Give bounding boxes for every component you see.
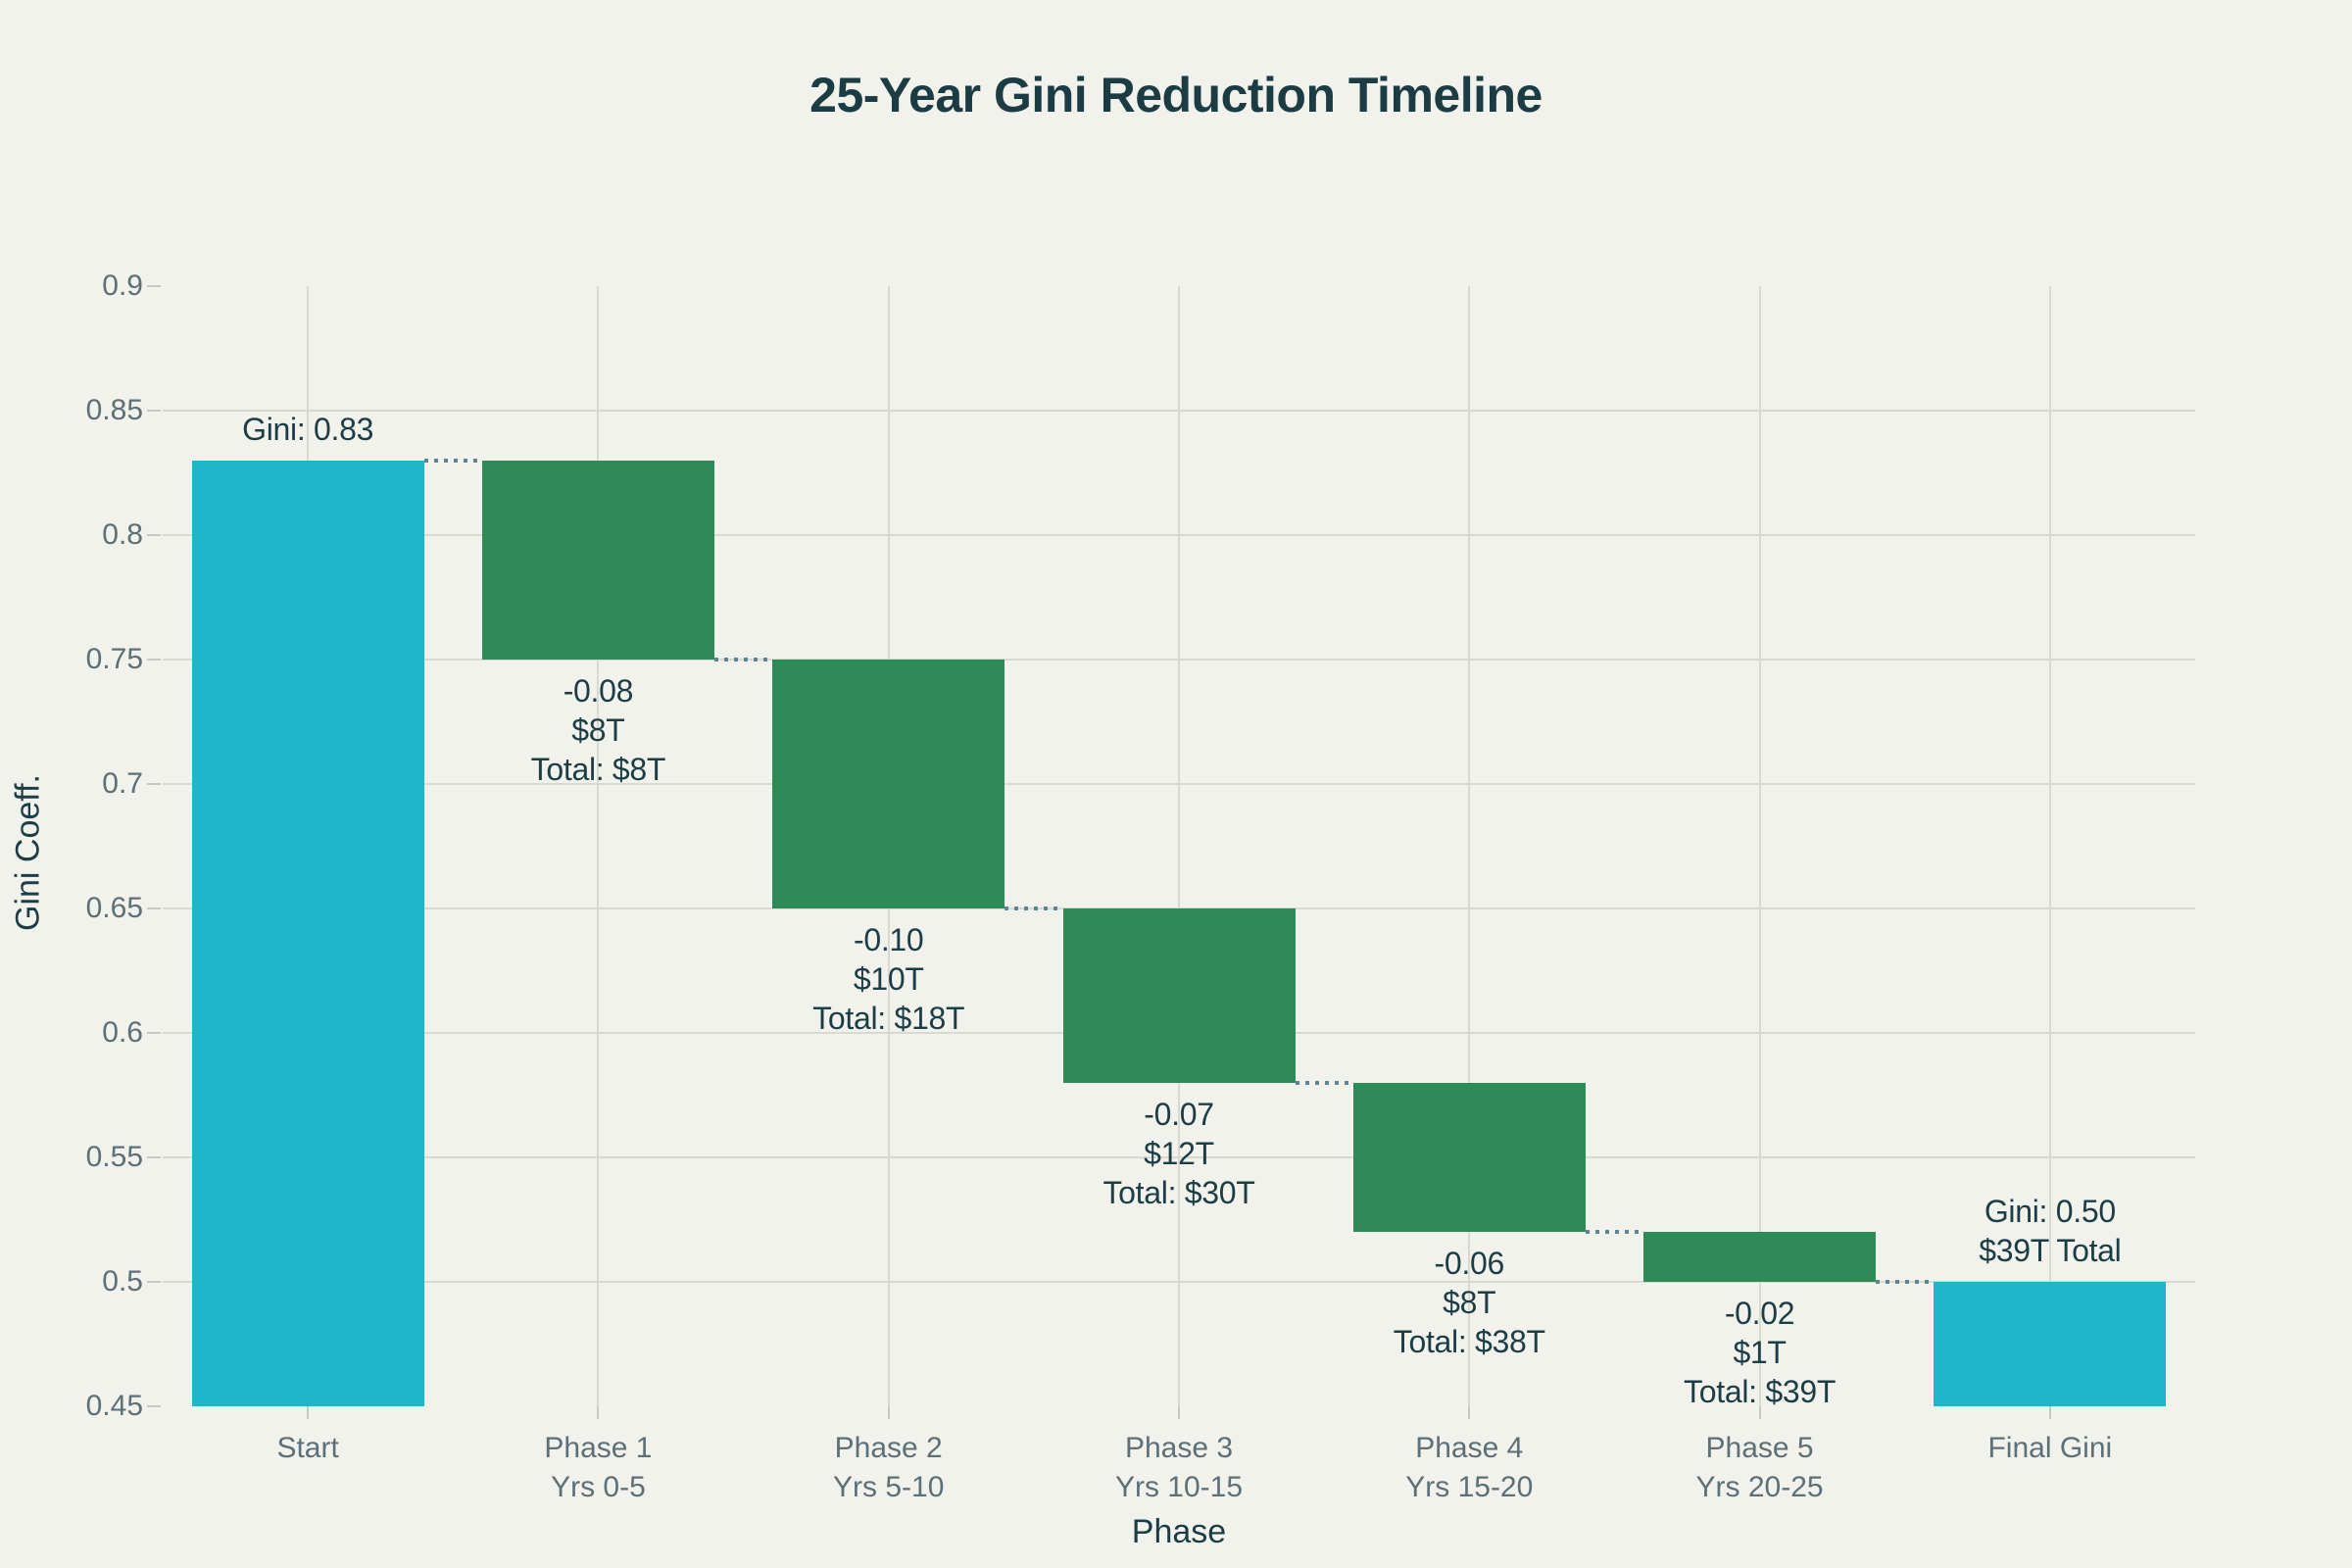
y-axis-title: Gini Coeff.: [9, 774, 47, 932]
x-tick: [1758, 1406, 1761, 1419]
bar-label-phase-5: -0.02 $1T Total: $39T: [1684, 1296, 1837, 1409]
waterfall-bar-phase-3: [1062, 908, 1296, 1083]
v-gridline: [2048, 286, 2051, 1406]
waterfall-bar-start: [191, 460, 424, 1406]
waterfall-bar-phase-1: [481, 460, 714, 660]
bar-label-phase-3: -0.07 $12T Total: $30T: [1102, 1096, 1255, 1210]
connector-line: [1585, 1230, 1644, 1235]
connector-line: [1004, 906, 1063, 910]
y-tick: [147, 783, 161, 785]
connector-line: [713, 658, 773, 662]
bar-label-final-gini: Gini: 0.50 $39T Total: [1979, 1194, 2122, 1268]
waterfall-bar-final-gini: [1934, 1282, 2167, 1406]
x-tick: [1468, 1406, 1471, 1419]
bar-label-phase-4: -0.06 $8T Total: $38T: [1393, 1246, 1545, 1360]
x-tick: [887, 1406, 890, 1419]
x-tick: [2048, 1406, 2051, 1419]
x-tick-label-final-gini: Final Gini: [1987, 1432, 2113, 1464]
x-axis-title: Phase: [1131, 1513, 1227, 1550]
y-tick-label: 0.9: [102, 270, 143, 302]
x-tick-label-phase-2: Phase 2 Yrs 5-10: [833, 1432, 945, 1503]
y-tick: [147, 410, 161, 412]
x-tick-label-phase-3: Phase 3 Yrs 10-15: [1114, 1432, 1244, 1503]
x-tick-label-phase-1: Phase 1 Yrs 0-5: [544, 1432, 653, 1503]
x-tick: [1178, 1406, 1180, 1419]
bar-label-start: Gini: 0.83: [242, 411, 374, 447]
v-gridline: [1758, 286, 1761, 1406]
bar-label-phase-2: -0.10 $10T Total: $18T: [812, 922, 965, 1036]
y-tick: [147, 1032, 161, 1034]
y-tick-label: 0.5: [102, 1265, 143, 1298]
connector-line: [423, 458, 482, 463]
y-tick-label: 0.85: [85, 394, 143, 426]
connector-line: [1876, 1280, 1935, 1284]
x-tick: [597, 1406, 600, 1419]
connector-line: [1295, 1080, 1353, 1085]
y-tick-label: 0.55: [85, 1141, 143, 1173]
y-tick: [147, 1156, 161, 1158]
waterfall-bar-phase-2: [772, 660, 1005, 908]
y-tick: [147, 1281, 161, 1283]
y-tick: [147, 285, 161, 287]
chart-title: 25-Year Gini Reduction Timeline: [809, 68, 1543, 122]
x-tick: [307, 1406, 310, 1419]
waterfall-bar-phase-5: [1643, 1232, 1877, 1282]
v-gridline: [1468, 286, 1471, 1406]
y-tick-label: 0.7: [102, 767, 143, 800]
y-tick: [147, 534, 161, 536]
bar-label-phase-1: -0.08 $8T Total: $8T: [530, 673, 666, 787]
v-gridline: [1178, 286, 1180, 1406]
y-tick-label: 0.45: [85, 1390, 143, 1422]
y-tick-label: 0.6: [102, 1016, 143, 1049]
x-tick-label-phase-4: Phase 4 Yrs 15-20: [1405, 1432, 1534, 1503]
x-tick-label-start: Start: [276, 1432, 339, 1464]
y-tick-label: 0.8: [102, 518, 143, 551]
x-tick-label-phase-5: Phase 5 Yrs 20-25: [1695, 1432, 1824, 1503]
y-tick: [147, 1405, 161, 1407]
v-gridline: [597, 286, 600, 1406]
y-tick: [147, 907, 161, 909]
y-tick: [147, 659, 161, 661]
y-tick-label: 0.65: [85, 892, 143, 924]
y-tick-label: 0.75: [85, 643, 143, 675]
waterfall-bar-phase-4: [1352, 1082, 1586, 1233]
